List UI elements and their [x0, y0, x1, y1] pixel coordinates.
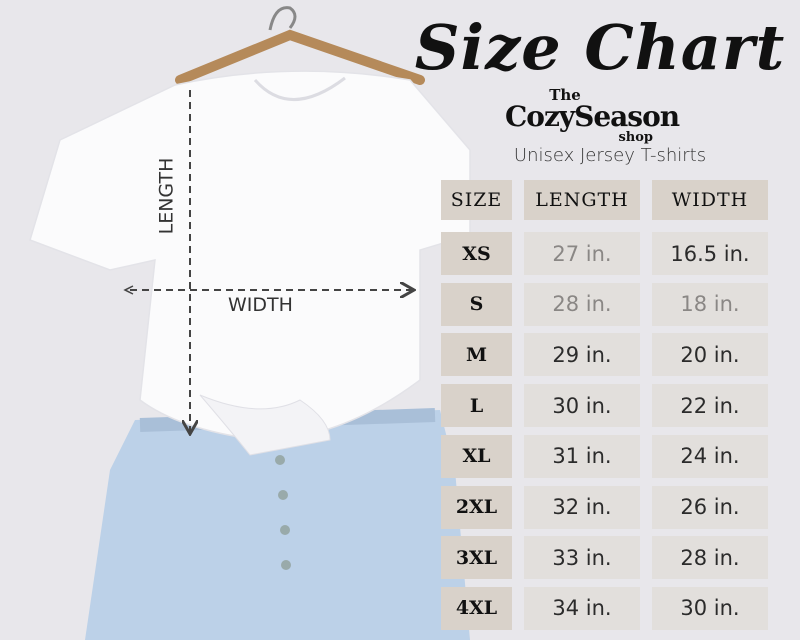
size-cell: XL: [441, 434, 512, 478]
size-cell: S: [441, 282, 512, 326]
tshirt: [29, 70, 471, 456]
length-cell: 27 in.: [524, 232, 640, 275]
width-cell: 28 in.: [652, 536, 768, 580]
product-subtitle: Unisex Jersey T-shirts: [513, 145, 707, 166]
length-cell: 33 in.: [524, 536, 640, 580]
width-cell: 30 in.: [652, 586, 768, 630]
width-cell: 22 in.: [652, 384, 768, 428]
size-cell: M: [441, 333, 512, 377]
size-cell: 2XL: [441, 485, 512, 529]
header-size: SIZE: [441, 180, 512, 220]
brand-logo: The CozySeason shop: [505, 86, 680, 145]
length-label: LENGTH: [155, 157, 178, 235]
size-cell: L: [441, 384, 512, 428]
size-cell: 4XL: [441, 586, 512, 630]
length-cell: 32 in.: [524, 485, 640, 529]
length-cell: 30 in.: [524, 384, 640, 428]
page-title: Size Chart: [414, 11, 786, 84]
length-cell: 29 in.: [524, 333, 640, 377]
size-cell: 3XL: [441, 536, 512, 580]
width-cell: 18 in.: [652, 282, 768, 326]
header-length: LENGTH: [524, 180, 640, 220]
header-width: WIDTH: [652, 180, 768, 220]
size-cell: XS: [441, 232, 512, 275]
width-cell: 24 in.: [652, 434, 768, 478]
length-cell: 28 in.: [524, 282, 640, 326]
width-cell: 26 in.: [652, 485, 768, 529]
hanger: [175, 6, 425, 85]
width-arrow: [123, 286, 412, 294]
width-cell: 20 in.: [652, 333, 768, 377]
width-label: WIDTH: [228, 294, 293, 316]
width-cell: 16.5 in.: [652, 232, 768, 275]
length-cell: 34 in.: [524, 586, 640, 630]
length-cell: 31 in.: [524, 434, 640, 478]
